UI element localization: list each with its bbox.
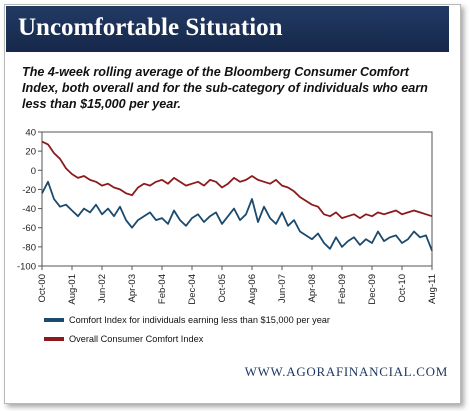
chart-series xyxy=(41,140,433,252)
footer-url: WWW.AGORAFINANCIAL.COM xyxy=(244,364,448,379)
legend-label-overall: Overall Consumer Comfort Index xyxy=(69,334,204,344)
x-tick-label: Oct-00 xyxy=(37,274,48,303)
x-tick-label: Apr-08 xyxy=(307,274,318,303)
x-tick-label: Dec-09 xyxy=(367,274,378,305)
legend-swatch-low-income xyxy=(44,318,64,322)
chart-subtitle: The 4-week rolling average of the Bloomb… xyxy=(22,65,428,111)
series-line-low-income xyxy=(41,180,433,252)
chart-card xyxy=(4,4,461,404)
chart-title: Uncomfortable Situation xyxy=(18,14,283,41)
x-tick-label: Feb-04 xyxy=(157,274,168,304)
x-tick-label: Aug-06 xyxy=(247,274,258,305)
x-tick-label: Jun-07 xyxy=(277,274,288,303)
series-line-overall xyxy=(41,140,433,220)
x-tick-label: Dec-04 xyxy=(187,274,198,305)
x-tick-label: Oct-10 xyxy=(397,274,408,303)
y-tick-label: 40 xyxy=(25,128,36,139)
x-tick-label: Aug-11 xyxy=(427,274,438,304)
y-tick-label: 0 xyxy=(31,166,36,177)
legend-swatch-overall xyxy=(44,337,64,341)
y-tick-label: -100 xyxy=(17,262,36,273)
y-tick-label: 20 xyxy=(25,147,36,158)
legend-item-overall: Overall Consumer Comfort Index xyxy=(44,334,203,344)
plot-frame xyxy=(41,131,433,267)
legend-item-low-income: Comfort Index for individuals earning le… xyxy=(44,315,330,325)
y-tick-label: -40 xyxy=(22,204,36,215)
x-tick-label: Oct-05 xyxy=(217,274,228,303)
y-tick-label: -80 xyxy=(22,242,36,253)
x-tick-label: Aug-01 xyxy=(67,274,78,305)
x-tick-label: Jun-02 xyxy=(97,274,108,303)
x-tick-label: Feb-09 xyxy=(337,274,348,304)
x-tick-label: Apr-03 xyxy=(127,274,138,303)
legend-label-low-income: Comfort Index for individuals earning le… xyxy=(69,315,330,325)
y-tick-label: -20 xyxy=(22,185,36,196)
header-banner: Uncomfortable Situation xyxy=(6,6,449,52)
y-tick-label: -60 xyxy=(22,223,36,234)
